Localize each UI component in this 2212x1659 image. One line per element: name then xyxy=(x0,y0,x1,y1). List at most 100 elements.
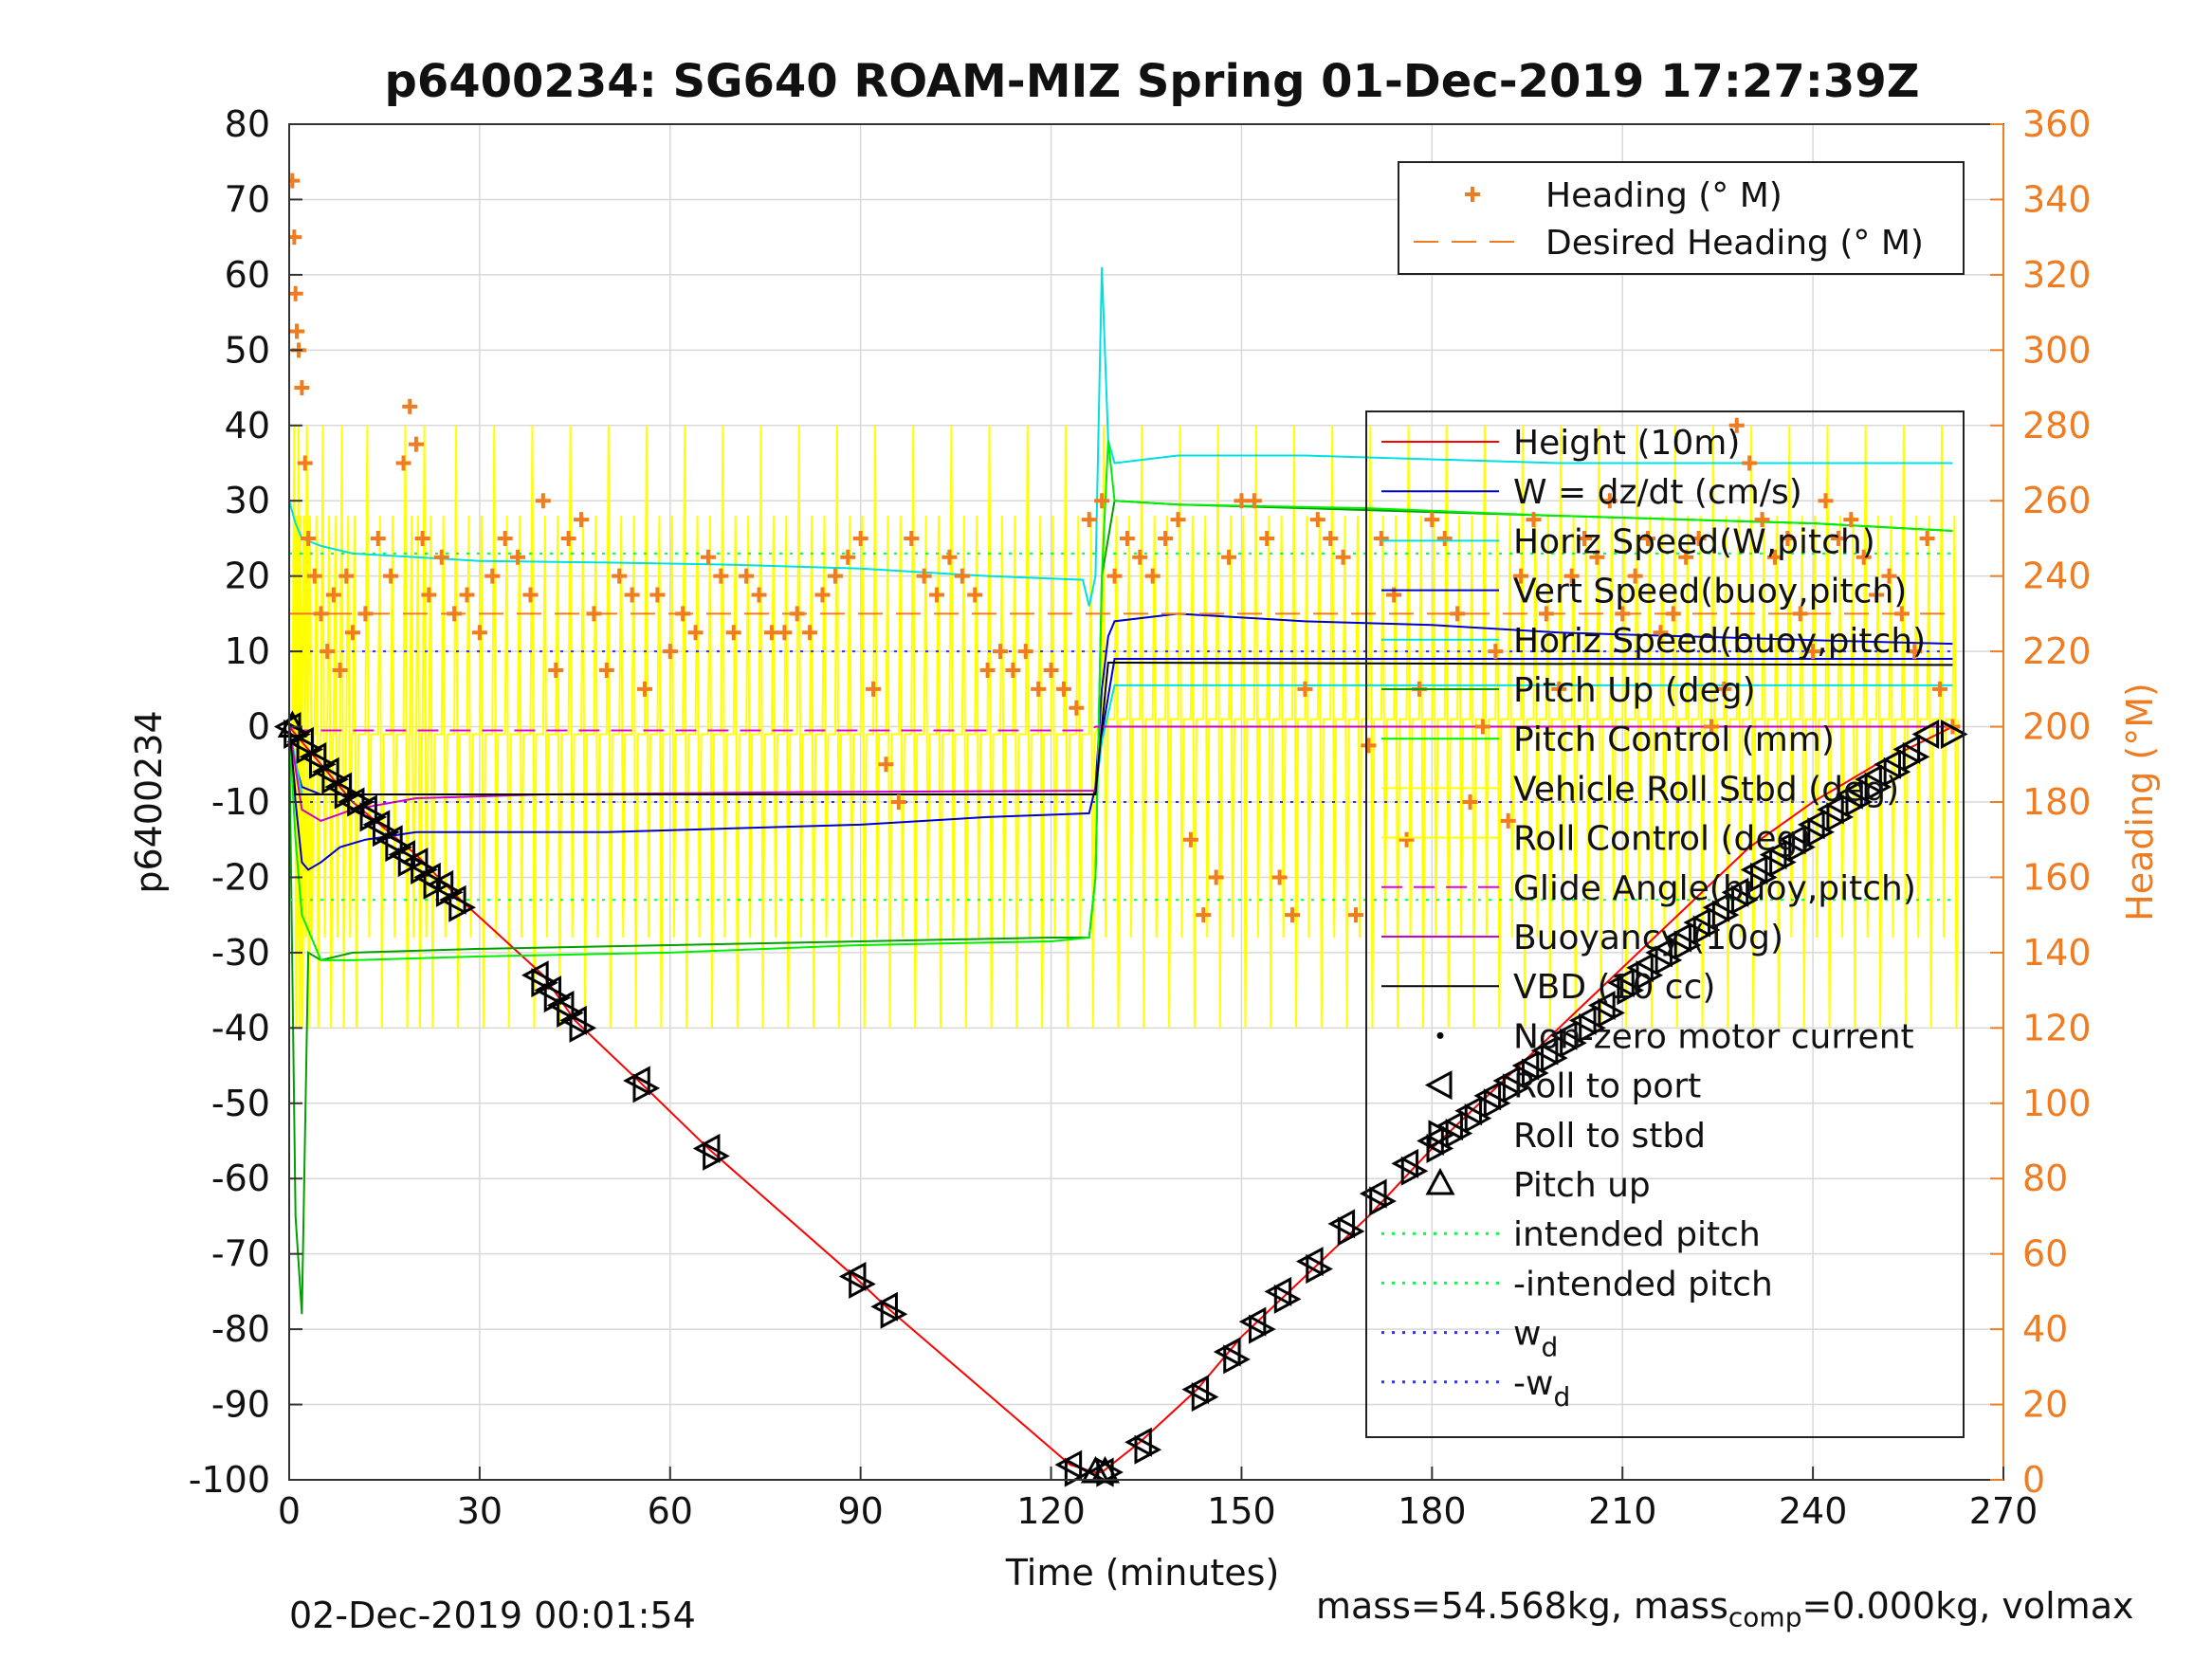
y-tick-label: -20 xyxy=(211,856,270,898)
x-tick-label: 90 xyxy=(837,1490,883,1532)
roll-to-stbd-marker xyxy=(1502,1073,1530,1103)
roll-to-port-marker xyxy=(362,810,391,840)
roll-to-port-marker xyxy=(838,1261,867,1292)
heading-point xyxy=(814,587,831,603)
y2-tick-label: 80 xyxy=(2022,1158,2068,1199)
roll-to-port-marker xyxy=(1607,968,1635,998)
heading-point xyxy=(1005,662,1021,678)
heading-point xyxy=(700,549,716,565)
heading-point xyxy=(1170,512,1186,528)
heading-point xyxy=(395,455,411,471)
heading-point xyxy=(1526,512,1542,528)
heading-point xyxy=(967,587,983,603)
legend-heading-label: Heading (° M) xyxy=(1545,176,1782,215)
roll-to-port-marker xyxy=(1054,1449,1083,1480)
roll-to-port-marker xyxy=(1664,922,1691,953)
roll-to-port-marker xyxy=(559,1005,587,1035)
heading-point xyxy=(777,625,793,641)
y2-tick-label: 340 xyxy=(2022,178,2092,220)
roll-to-port-marker xyxy=(1549,1020,1578,1050)
heading-point xyxy=(357,606,374,622)
heading-point xyxy=(1309,512,1325,528)
heading-point xyxy=(713,568,729,584)
y-tick-label: -70 xyxy=(211,1233,270,1275)
heading-point xyxy=(1488,644,1504,660)
roll-to-port-marker xyxy=(1181,1375,1210,1405)
roll-to-stbd-marker xyxy=(1769,848,1797,878)
roll-to-stbd-marker xyxy=(1692,915,1721,945)
heading-point xyxy=(1017,644,1033,660)
mass-sub: comp xyxy=(1728,1601,1802,1633)
roll-to-stbd-marker xyxy=(1064,1457,1092,1487)
heading-point xyxy=(1805,644,1821,660)
heading-point xyxy=(624,587,640,603)
roll-to-port-marker xyxy=(1683,907,1711,938)
heading-point xyxy=(1627,568,1643,584)
heading-point xyxy=(1297,681,1313,697)
legend-subscript: d xyxy=(1541,1332,1558,1363)
pitch-up-marker xyxy=(277,710,307,738)
heading-point xyxy=(338,568,355,584)
y-tick-label: 10 xyxy=(225,630,270,672)
heading-point xyxy=(370,530,386,546)
heading-point xyxy=(1856,549,1872,565)
heading-point xyxy=(612,568,628,584)
roll-to-port-marker xyxy=(1295,1247,1324,1277)
x-tick-label: 240 xyxy=(1779,1490,1848,1532)
roll-to-stbd-marker xyxy=(1306,1254,1333,1285)
heading-point xyxy=(408,436,424,452)
heading-point xyxy=(1932,681,1948,697)
legend-main-label: Vehicle Roll Stbd (deg) xyxy=(1513,770,1899,809)
legend-heading-box xyxy=(1398,161,1965,275)
heading-point xyxy=(1818,493,1834,509)
roll-to-port-marker xyxy=(1587,990,1616,1021)
y2-tick-label: 60 xyxy=(2022,1233,2068,1275)
heading-point xyxy=(1285,907,1301,923)
roll-to-port-marker xyxy=(1892,734,1921,764)
roll-to-port-marker xyxy=(1721,877,1749,907)
legend-main-label: Height (10m) xyxy=(1513,424,1740,463)
legend-subscript: d xyxy=(1553,1381,1570,1413)
heading-point xyxy=(1474,719,1490,735)
heading-point xyxy=(1132,549,1148,565)
x-axis-ticks: 0 30 60 90 120 150 180 210 240 270 xyxy=(278,1467,2038,1532)
legend-swatch xyxy=(1425,1167,1455,1195)
roll-to-port-marker xyxy=(299,741,327,772)
y2-tick-label: 300 xyxy=(2022,329,2092,371)
roll-to-port-marker xyxy=(1836,779,1863,810)
roll-to-port-marker xyxy=(324,772,353,802)
heading-point xyxy=(1653,625,1669,641)
mass-prefix: mass=54.568kg, mass xyxy=(1316,1585,1728,1627)
heading-point xyxy=(1196,907,1212,923)
roll-to-stbd-marker xyxy=(1337,1216,1365,1247)
roll-to-stbd-marker xyxy=(1273,1284,1302,1314)
roll-to-stbd-marker xyxy=(1400,1156,1429,1186)
legend-main-label: Vert Speed(buoy,pitch) xyxy=(1513,573,1907,611)
y-axis-label: p6400234 xyxy=(128,710,170,893)
legend-main-box xyxy=(1365,410,1965,1438)
heading-point xyxy=(916,568,932,584)
heading-point xyxy=(344,625,360,641)
heading-point xyxy=(1563,568,1580,584)
heading-point xyxy=(560,530,576,546)
heading-point xyxy=(1221,549,1237,565)
legend-main-label: Roll Control (deg) xyxy=(1513,820,1811,859)
heading-point xyxy=(636,681,652,697)
y-tick-label: -10 xyxy=(211,781,270,823)
roll-to-stbd-marker xyxy=(1750,862,1778,892)
roll-to-port-marker xyxy=(438,884,466,915)
heading-point xyxy=(904,530,920,546)
heading-point xyxy=(313,606,329,622)
legend-main-label: W = dz/dt (cm/s) xyxy=(1513,473,1802,512)
roll-to-stbd-marker xyxy=(1541,1043,1568,1073)
series-buoyancy-10g xyxy=(289,725,1953,822)
roll-to-port-marker xyxy=(1511,1050,1540,1081)
heading-point xyxy=(1881,568,1897,584)
heading-point xyxy=(289,323,305,339)
heading-point xyxy=(763,625,779,641)
mass-suffix: =0.000kg, volmax xyxy=(1801,1585,2134,1627)
roll-to-stbd-marker xyxy=(1711,900,1740,930)
legend-main-label: Non-zero motor current xyxy=(1513,1017,1914,1056)
roll-to-stbd-marker xyxy=(1636,960,1664,991)
footer-timestamp: 02-Dec-2019 00:01:54 xyxy=(289,1595,696,1636)
